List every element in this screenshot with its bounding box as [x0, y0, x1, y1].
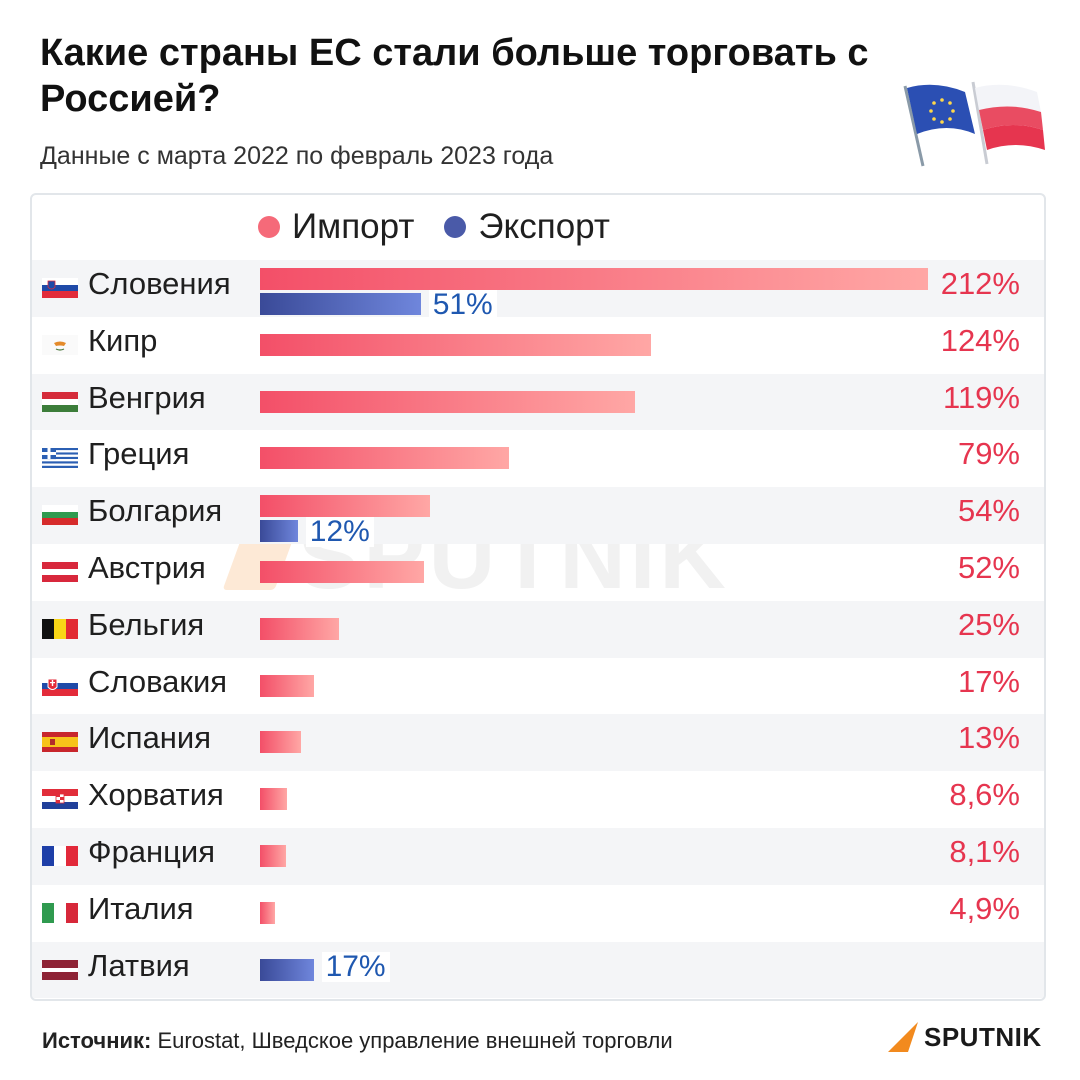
chart-row: Латвия 17%: [32, 941, 1044, 999]
chart-row: Словения 212% 51%: [32, 260, 1044, 320]
belgium-flag: [42, 618, 78, 639]
spain-flag: [42, 732, 78, 753]
bar-export: [260, 520, 298, 543]
bar-import: [260, 901, 276, 924]
legend-item-export: Экспорт: [444, 207, 610, 247]
category-label: Австрия: [88, 549, 206, 585]
data-label-import: 25%: [957, 606, 1020, 642]
data-label-import: 124%: [940, 322, 1020, 358]
bar-import: [260, 617, 339, 640]
chart-panel: SPUTNIK Импорт Экспорт Словения 212% 51% Ки…: [30, 193, 1046, 1001]
data-label-import: 52%: [957, 549, 1020, 585]
bar-export: [260, 293, 421, 315]
bar-import: [260, 447, 509, 470]
category-label: Кипр: [88, 322, 158, 358]
chart-row: Хорватия 8,6%: [32, 771, 1044, 828]
category-label: Хорватия: [88, 777, 224, 813]
austria-flag: [42, 561, 78, 582]
category-label: Бельгия: [88, 606, 205, 642]
chart-row: Италия 4,9%: [32, 885, 1044, 942]
chart-row: Венгрия 119%: [32, 373, 1044, 431]
data-label-import: 119%: [943, 379, 1020, 415]
bar-import: [260, 268, 928, 290]
chart-title: Какие страны ЕС стали больше торговать с…: [40, 32, 869, 120]
source-note: Источник: Eurostat, Шведское управление …: [42, 1028, 673, 1054]
source-text: Eurostat, Шведское управление внешней то…: [157, 1028, 673, 1053]
chart-row: Болгария 54% 12%: [32, 487, 1044, 548]
data-label-import: 79%: [957, 436, 1020, 472]
croatia-flag: [42, 789, 78, 810]
chart-row: Словакия 17%: [32, 658, 1044, 715]
bar-import: [260, 333, 651, 356]
data-label-import: 54%: [957, 493, 1020, 529]
category-label: Испания: [88, 720, 212, 756]
data-label-import: 13%: [957, 720, 1020, 756]
chart-subtitle: Данные с марта 2022 по февраль 2023 года: [40, 142, 554, 170]
chart-row: Австрия 52%: [32, 544, 1044, 601]
hungary-flag: [42, 391, 78, 412]
source-label: Источник:: [42, 1028, 152, 1053]
bulgaria-flag: [42, 505, 78, 526]
chart-row: Франция 8,1%: [32, 827, 1044, 885]
chart-row: Греция 79%: [32, 430, 1044, 487]
category-label: Италия: [88, 890, 194, 926]
slovenia-flag: [42, 278, 78, 298]
category-label: Франция: [88, 833, 216, 869]
legend: Импорт Экспорт: [258, 207, 610, 247]
italy-flag: [42, 902, 78, 923]
slovakia-flag: [42, 675, 78, 696]
brand-logo: SPUTNIK: [886, 1020, 1042, 1054]
bar-import: [260, 495, 431, 518]
legend-label-export: Экспорт: [478, 207, 610, 246]
greece-flag: [42, 448, 78, 469]
bar-rows: Словения 212% 51% Кипр 124% Венгрия 119% Греция…: [32, 260, 1044, 999]
bar-export: [260, 958, 314, 981]
category-label: Словения: [88, 266, 231, 301]
legend-item-import: Импорт: [258, 207, 414, 247]
data-label-import: 4,9%: [949, 890, 1020, 926]
data-label-import: 8,6%: [949, 777, 1020, 813]
data-label-import: 212%: [940, 266, 1020, 301]
bar-import: [260, 844, 286, 867]
category-label: Латвия: [88, 947, 190, 983]
bar-import: [260, 390, 635, 413]
data-label-import: 17%: [957, 663, 1020, 699]
sputnik-logo-icon: [888, 1022, 918, 1052]
eu-russia-flags-illustration: [903, 81, 1045, 167]
category-label: Словакия: [88, 663, 228, 699]
bar-import: [260, 788, 288, 811]
france-flag: [42, 845, 78, 866]
legend-label-import: Импорт: [292, 207, 415, 246]
bar-import: [260, 731, 301, 754]
data-label-export: 12%: [305, 517, 374, 548]
category-label: Венгрия: [88, 379, 206, 415]
category-label: Греция: [88, 436, 190, 472]
bar-import: [260, 674, 314, 697]
chart-row: Кипр 124%: [32, 317, 1044, 374]
legend-swatch-import: [258, 216, 280, 238]
chart-row: Бельгия 25%: [32, 600, 1044, 658]
category-label: Болгария: [88, 493, 223, 529]
chart-row: Испания 13%: [32, 714, 1044, 772]
data-label-export: 51%: [428, 290, 497, 320]
bar-import: [260, 560, 424, 583]
brand-text: SPUTNIK: [924, 1021, 1042, 1052]
data-label-import: 8,1%: [949, 833, 1020, 869]
cyprus-flag: [42, 334, 78, 355]
legend-swatch-export: [444, 216, 467, 238]
data-label-export: 17%: [321, 951, 390, 982]
latvia-flag: [42, 959, 78, 980]
